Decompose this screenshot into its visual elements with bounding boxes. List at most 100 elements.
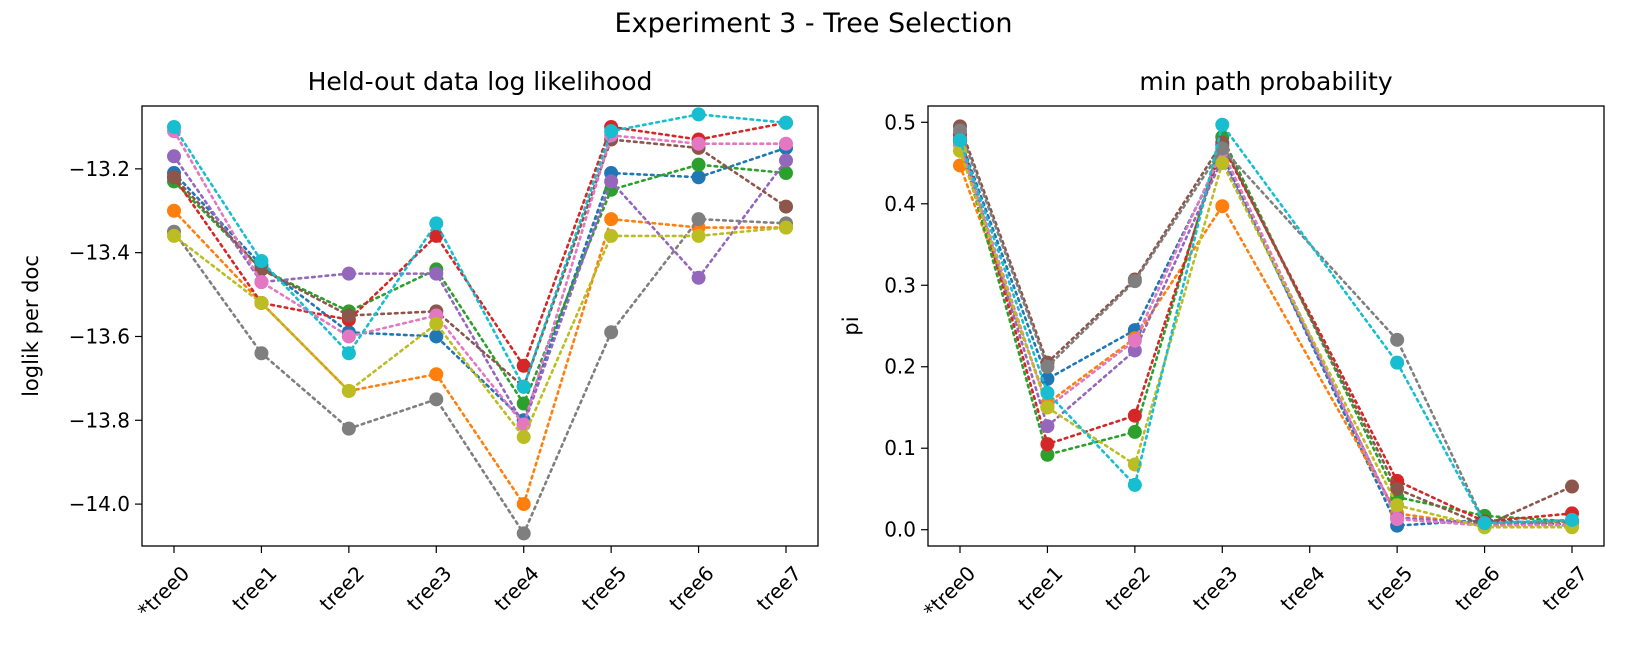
data-point	[341, 346, 356, 361]
y-tick-label: −13.4	[69, 241, 130, 265]
series-line	[172, 217, 788, 537]
data-point	[1215, 117, 1230, 132]
series-line	[958, 133, 1574, 523]
series-line	[172, 113, 788, 391]
data-point	[167, 149, 181, 164]
data-point	[691, 212, 706, 227]
data-point	[429, 228, 444, 243]
data-point	[1215, 156, 1230, 171]
data-point	[1215, 141, 1230, 156]
data-point	[429, 316, 444, 331]
figure-title: Experiment 3 - Tree Selection	[614, 8, 1013, 39]
series-line	[172, 138, 788, 389]
x-tick-label: tree5	[1363, 561, 1417, 615]
x-tick-label: tree7	[752, 561, 806, 615]
series-line	[958, 149, 1574, 529]
data-point	[167, 170, 181, 185]
series-line	[172, 154, 788, 428]
series-4	[953, 127, 1579, 529]
x-tick-label: tree4	[1275, 561, 1329, 615]
y-tick-label: 0.5	[884, 110, 916, 134]
data-point	[1390, 481, 1405, 496]
x-tick-label: tree5	[577, 561, 631, 615]
y-tick-label: 0.1	[884, 436, 916, 460]
data-point	[516, 379, 531, 394]
series-line	[172, 226, 788, 440]
data-point	[429, 266, 444, 281]
data-point	[691, 136, 706, 151]
data-point	[1390, 355, 1405, 370]
data-point	[167, 203, 181, 218]
y-tick-label: 0.2	[884, 355, 916, 379]
data-point	[1040, 400, 1055, 415]
data-point	[167, 119, 181, 134]
y-tick-label: 0.4	[884, 192, 916, 216]
data-point	[254, 346, 269, 361]
data-point	[341, 266, 356, 281]
y-axis-label: pi	[839, 316, 863, 335]
x-tick-label: tree6	[1450, 561, 1504, 615]
data-point	[254, 295, 269, 310]
x-tick-label: *tree0	[133, 561, 194, 622]
data-point	[1390, 332, 1405, 347]
series-line	[958, 125, 1574, 528]
series-line	[958, 129, 1574, 525]
series-line	[172, 163, 788, 407]
plot-frame	[927, 105, 1605, 547]
data-point	[429, 216, 444, 231]
data-point	[516, 497, 531, 512]
x-tick-label: tree7	[1538, 561, 1592, 615]
x-tick-label: tree6	[664, 561, 718, 615]
data-point	[604, 228, 619, 243]
data-point	[953, 133, 967, 148]
data-point	[516, 430, 531, 445]
series-8	[167, 212, 793, 541]
data-point	[1127, 424, 1142, 439]
series-2	[953, 158, 1579, 533]
data-point	[1127, 343, 1142, 358]
y-axis-label: loglik per doc	[19, 255, 43, 397]
data-point	[604, 212, 619, 227]
data-point	[1040, 359, 1055, 374]
x-tick-label: tree3	[1188, 561, 1242, 615]
data-point	[779, 166, 793, 181]
data-point	[691, 157, 706, 172]
series-line	[958, 164, 1574, 527]
data-point	[254, 254, 269, 269]
data-point	[1127, 333, 1142, 348]
data-point	[1565, 479, 1579, 494]
data-point	[167, 228, 181, 243]
data-point	[779, 136, 793, 151]
data-point	[429, 367, 444, 382]
data-point	[1477, 516, 1492, 531]
y-tick-label: −13.6	[69, 324, 130, 348]
y-tick-label: 0.0	[884, 518, 916, 542]
data-point	[1390, 512, 1405, 527]
data-point	[604, 124, 619, 139]
series-6	[953, 119, 1579, 533]
y-tick-label: 0.3	[884, 273, 916, 297]
x-tick-label: tree1	[1013, 561, 1067, 615]
data-point	[779, 220, 793, 235]
chart-panel-1: Held-out data log likelihood loglik per d…	[19, 67, 819, 623]
series-1	[953, 131, 1579, 533]
series-10	[167, 107, 793, 394]
plot-frame	[141, 105, 819, 547]
data-point	[429, 392, 444, 407]
data-point	[1127, 408, 1142, 423]
data-point	[341, 383, 356, 398]
data-point	[254, 275, 269, 289]
data-point	[779, 115, 793, 130]
series-5	[953, 133, 1579, 533]
data-point	[1215, 199, 1230, 214]
data-point	[1040, 437, 1055, 452]
y-tick-label: −13.2	[69, 157, 130, 181]
data-point	[1040, 419, 1055, 434]
y-tick-label: −14.0	[69, 492, 130, 516]
data-point	[516, 358, 531, 373]
data-point	[691, 107, 706, 122]
data-point	[1040, 447, 1055, 462]
data-point	[341, 421, 356, 436]
series-9	[167, 220, 793, 445]
